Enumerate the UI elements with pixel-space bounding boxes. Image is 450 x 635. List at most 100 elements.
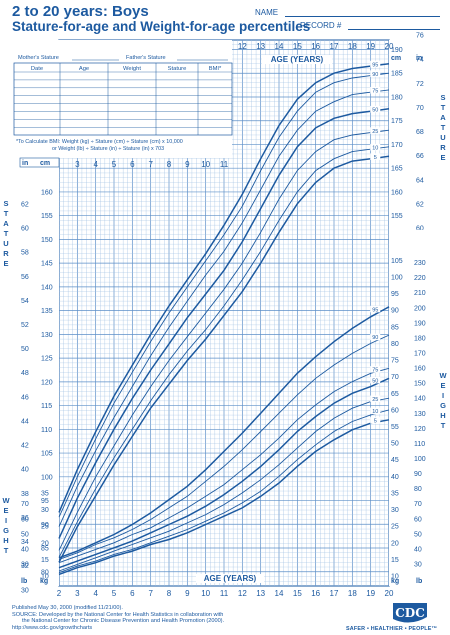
weight-lb-tick-right: 160: [414, 366, 426, 373]
weight-lb-tick-right: 40: [414, 546, 422, 553]
stature-p50-label-bg: [370, 105, 381, 113]
stature-in-tick-right: 62: [416, 201, 424, 208]
weight-side-label: T: [4, 546, 9, 555]
weight-side-label: I: [5, 516, 7, 525]
weight-p10-label: 10: [372, 409, 378, 415]
stature-side-label-right: T: [441, 103, 446, 112]
table-header-bmi: BMI*: [209, 66, 222, 72]
stature-cm-tick-right: 160: [391, 189, 403, 196]
age-tick-mid: 11: [220, 160, 229, 169]
weight-lb-tick-right: 70: [414, 501, 422, 508]
stature-in-tick-right: 64: [416, 177, 424, 184]
table-header-age: Age: [79, 66, 89, 72]
weight-kg-tick-right: 65: [391, 391, 399, 398]
stature-cm-tick: 115: [41, 403, 52, 410]
footer-source-cont: the National Center for Chronic Disease …: [22, 618, 225, 624]
table-background: [0, 40, 232, 158]
weight-kg-tick: 25: [41, 524, 49, 531]
weight-lb-tick: 50: [21, 531, 29, 538]
chart-title: 2 to 20 years: Boys: [12, 3, 149, 20]
weight-p10-label-bg: [370, 407, 381, 415]
weight-kg-tick: 30: [41, 507, 49, 514]
age-tick-bottom: 15: [293, 589, 302, 598]
weight-p25-line: [58, 397, 390, 572]
stature-in-tick: 44: [21, 418, 29, 425]
age-tick-bottom: 20: [385, 589, 394, 598]
stature-p10-line: [58, 146, 390, 558]
age-tick-mid: 4: [93, 160, 98, 169]
name-label: NAME: [255, 8, 279, 17]
age-tick-bottom: 13: [256, 589, 265, 598]
footer-url[interactable]: http://www.cdc.gov/growthcharts: [12, 625, 93, 631]
stature-p90-label: 90: [372, 72, 378, 78]
stature-cm-tick: 80: [41, 569, 49, 576]
stature-cm-tick: 145: [41, 261, 53, 268]
record-label: RECORD #: [300, 21, 342, 30]
stature-side-label: T: [4, 209, 9, 218]
left-unit-in: in: [22, 160, 28, 167]
age-tick-top: 16: [311, 42, 320, 51]
weight-p25-label-bg: [370, 395, 381, 403]
top-age-label-bg: [262, 55, 332, 64]
stature-cm-tick: 120: [41, 379, 53, 386]
age-tick-top: 13: [256, 42, 265, 51]
weight-lb-tick-right: 150: [414, 381, 426, 388]
weight-lb-tick-right: 200: [414, 305, 426, 312]
stature-in-tick-right: 66: [416, 153, 424, 160]
stature-side-label: S: [3, 199, 8, 208]
stature-in-tick: 56: [21, 274, 29, 281]
weight-lb-tick-right: 60: [414, 516, 422, 523]
stature-p5-line: [58, 155, 390, 563]
stature-cm-tick: 125: [41, 356, 53, 363]
weight-kg-tick-right: 50: [391, 441, 399, 448]
weight-kg-tick: 15: [41, 557, 49, 564]
stature-p10-label: 10: [372, 145, 378, 151]
age-tick-bottom: 14: [275, 589, 284, 598]
age-tick-mid: 7: [148, 160, 153, 169]
age-tick-top: 15: [293, 42, 302, 51]
stature-in-tick: 62: [21, 201, 29, 208]
stature-p25-line: [58, 129, 390, 551]
stature-side-label-right: U: [440, 133, 445, 142]
weight-lb-tick-right: 120: [414, 426, 426, 433]
stature-side-label: E: [3, 259, 8, 268]
weight-p90-label: 90: [372, 335, 378, 341]
weight-kg-tick-right: 20: [391, 540, 399, 547]
weight-lb-tick-right: 30: [414, 562, 422, 569]
stature-cm-tick: 85: [41, 546, 49, 553]
weight-kg-tick-right: 85: [391, 324, 399, 331]
weight-kg-tick-right: 80: [391, 341, 399, 348]
name-field[interactable]: [285, 16, 440, 17]
weight-p25-label: 25: [372, 397, 378, 403]
stature-in-tick-right: 72: [416, 81, 424, 88]
record-field[interactable]: [348, 29, 440, 30]
stature-p95-label: 95: [372, 62, 378, 68]
stature-cm-tick-right: 190: [391, 47, 403, 54]
age-tick-bottom: 4: [93, 589, 98, 598]
weight-side-label: W: [2, 496, 10, 505]
right-unit-in: in: [416, 55, 422, 62]
weight-kg-tick-right: 45: [391, 457, 399, 464]
stature-p5-label: 5: [374, 155, 377, 161]
age-tick-mid: 5: [112, 160, 117, 169]
age-tick-bottom: 17: [330, 589, 339, 598]
weight-p5-line: [58, 419, 390, 576]
stature-in-tick: 40: [21, 467, 29, 474]
left-axis-panel: [14, 158, 59, 586]
weight-lb-tick-right: 90: [414, 471, 422, 478]
weight-lb-tick: 40: [21, 546, 29, 553]
stature-p75-label-bg: [370, 86, 381, 94]
age-tick-bottom: 9: [185, 589, 190, 598]
weight-side-label-right: E: [440, 381, 445, 390]
stature-cm-tick-right: 155: [391, 213, 403, 220]
weight-kg-tick-right: 25: [391, 524, 399, 531]
svg-text:CDC: CDC: [395, 606, 425, 620]
age-tick-bottom: 2: [57, 589, 62, 598]
weight-p50-label-bg: [370, 376, 381, 384]
stature-in-tick: 60: [21, 226, 29, 233]
weight-kg-tick-right: 70: [391, 374, 399, 381]
stature-in-tick-right: 70: [416, 105, 424, 112]
age-tick-bottom: 7: [148, 589, 153, 598]
